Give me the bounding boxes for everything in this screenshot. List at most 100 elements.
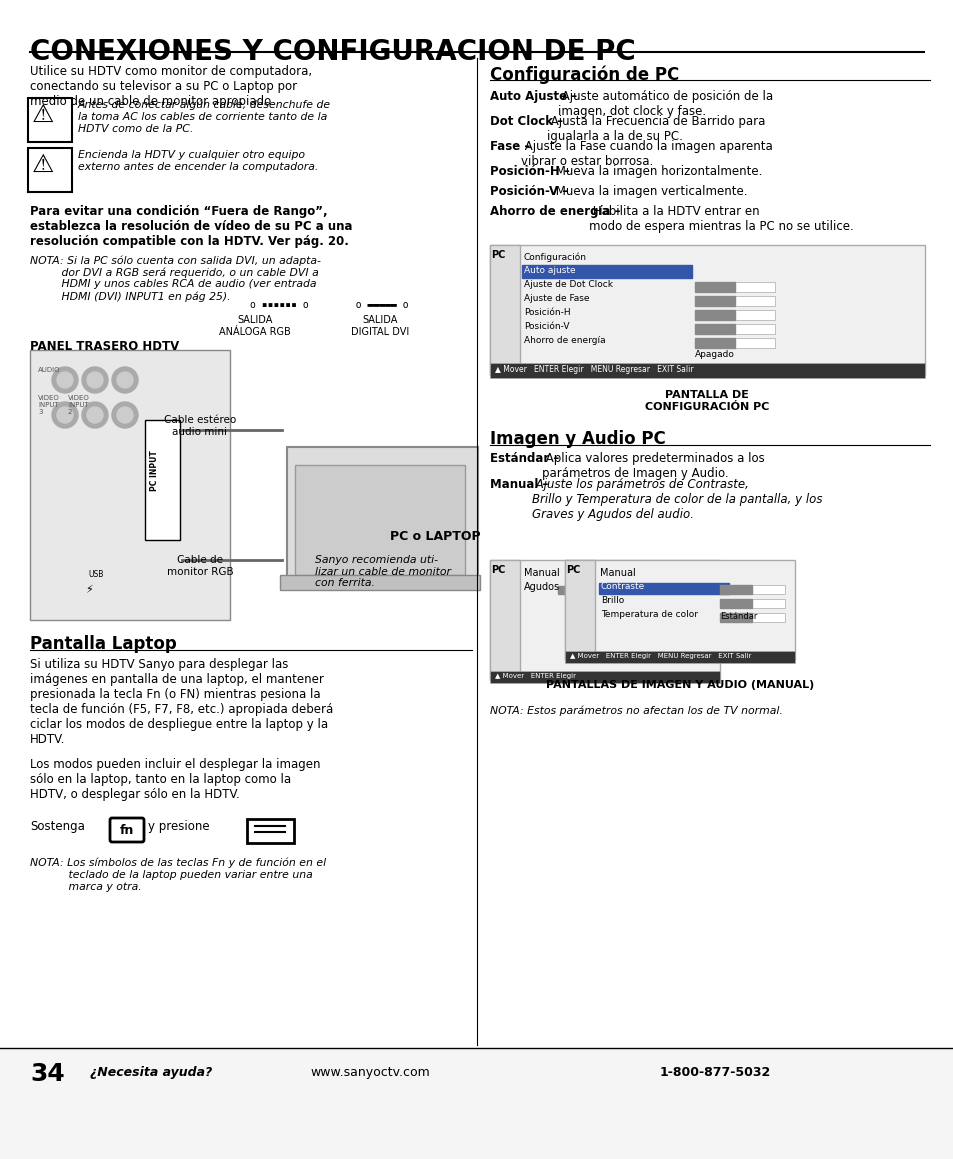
Text: Mueva la imagen verticalmente.: Mueva la imagen verticalmente. — [552, 185, 747, 198]
Bar — [294, 465, 464, 575]
Text: Ajuste de Dot Clock: Ajuste de Dot Clock — [523, 280, 613, 289]
Bar — [695, 282, 774, 292]
Circle shape — [117, 407, 132, 423]
Text: Estándar –: Estándar – — [490, 452, 558, 465]
Circle shape — [112, 367, 138, 393]
Bar — [695, 296, 734, 306]
Text: ▲ Mover   ENTER Elegir   MENU Regresar   EXIT Salir: ▲ Mover ENTER Elegir MENU Regresar EXIT … — [569, 653, 751, 659]
Circle shape — [87, 407, 103, 423]
Bar — [598, 583, 728, 595]
Text: SALIDA
ANÁLOGA RGB: SALIDA ANÁLOGA RGB — [219, 315, 291, 336]
Text: Encienda la HDTV y cualquier otro equipo
externo antes de encender la computador: Encienda la HDTV y cualquier otro equipo… — [78, 150, 318, 172]
Bar — [695, 282, 734, 292]
Text: Mueva la imagen horizontalmente.: Mueva la imagen horizontalmente. — [552, 165, 762, 178]
Text: ▲ Mover   ENTER Elegir: ▲ Mover ENTER Elegir — [495, 673, 576, 679]
Bar — [695, 338, 774, 348]
Circle shape — [82, 402, 108, 428]
Text: Habilita a la HDTV entrar en
modo de espera mientras la PC no se utilice.: Habilita a la HDTV entrar en modo de esp… — [588, 205, 853, 233]
Circle shape — [112, 402, 138, 428]
Bar — [695, 325, 734, 334]
Text: NOTA: Los símbolos de las teclas Fn y de función en el
           teclado de la : NOTA: Los símbolos de las teclas Fn y de… — [30, 858, 326, 891]
Text: Pantalla Laptop: Pantalla Laptop — [30, 635, 176, 653]
Text: Ahorro de energía: Ahorro de energía — [523, 336, 605, 345]
Text: Ajuste de Fase: Ajuste de Fase — [523, 294, 589, 302]
Text: PC: PC — [565, 564, 579, 575]
Circle shape — [82, 367, 108, 393]
Circle shape — [52, 402, 78, 428]
Text: Para evitar una condición “Fuera de Rango”,
establezca la resolución de vídeo de: Para evitar una condición “Fuera de Rang… — [30, 205, 352, 248]
Bar — [490, 245, 519, 376]
Text: Ajuste automático de posición de la
imagen, dot clock y fase.: Ajuste automático de posición de la imag… — [557, 90, 772, 118]
Text: o ▪▪▪▪▪▪ o        o ▬▬▬▬▬ o: o ▪▪▪▪▪▪ o o ▬▬▬▬▬ o — [250, 300, 408, 309]
Bar — [30, 350, 230, 620]
Text: Aplica valores predeterminados a los
parámetros de Imagen y Audio.: Aplica valores predeterminados a los par… — [541, 452, 764, 480]
Text: NOTA: Estos parámetros no afectan los de TV normal.: NOTA: Estos parámetros no afectan los de… — [490, 705, 782, 715]
Bar — [720, 613, 751, 622]
Text: Posición-H: Posición-H — [523, 308, 570, 318]
Text: Posición-V: Posición-V — [523, 322, 569, 331]
Text: PC o LAPTOP: PC o LAPTOP — [390, 530, 480, 544]
Text: Posición-V –: Posición-V – — [490, 185, 568, 198]
Text: Los modos pueden incluir el desplegar la imagen
sólo en la laptop, tanto en la l: Los modos pueden incluir el desplegar la… — [30, 758, 320, 801]
Text: Manual: Manual — [599, 568, 635, 578]
Bar — [695, 296, 774, 306]
Text: Imagen y Audio PC: Imagen y Audio PC — [490, 430, 665, 449]
FancyBboxPatch shape — [28, 148, 71, 192]
Bar — [564, 560, 794, 659]
FancyBboxPatch shape — [287, 447, 477, 583]
Text: Cable estéreo
audio mini: Cable estéreo audio mini — [164, 415, 236, 437]
Text: Brillo: Brillo — [600, 596, 623, 605]
Bar — [564, 560, 595, 659]
Bar — [720, 599, 784, 608]
FancyBboxPatch shape — [28, 99, 71, 143]
Text: NOTA: Si la PC sólo cuenta con salida DVI, un adapta-
         dor DVI a RGB ser: NOTA: Si la PC sólo cuenta con salida DV… — [30, 255, 320, 301]
Circle shape — [117, 372, 132, 388]
Text: Antes de conectar algún cable, desenchufe de
la toma AC los cables de corriente : Antes de conectar algún cable, desenchuf… — [78, 100, 331, 133]
Text: Temperatura de color: Temperatura de color — [600, 610, 698, 619]
Text: y presione: y presione — [148, 821, 210, 833]
Text: ▲ Mover   ENTER Elegir   MENU Regresar   EXIT Salir: ▲ Mover ENTER Elegir MENU Regresar EXIT … — [495, 365, 693, 374]
Text: ⚡: ⚡ — [85, 585, 92, 595]
Circle shape — [57, 407, 73, 423]
Bar — [695, 309, 734, 320]
Text: Auto Ajuste –: Auto Ajuste – — [490, 90, 577, 103]
Text: Ajuste los parámetros de Contraste,
Brillo y Temperatura de color de la pantalla: Ajuste los parámetros de Contraste, Bril… — [531, 478, 821, 522]
Text: Agudos: Agudos — [523, 582, 559, 592]
Bar — [720, 613, 784, 622]
Text: PANTALLAS DE IMAGEN Y AUDIO (MANUAL): PANTALLAS DE IMAGEN Y AUDIO (MANUAL) — [545, 680, 813, 690]
Text: Auto ajuste: Auto ajuste — [523, 267, 575, 275]
Text: 34: 34 — [30, 1062, 65, 1086]
Text: PANTALLA DE
CONFIGURACIÓN PC: PANTALLA DE CONFIGURACIÓN PC — [644, 389, 768, 411]
Text: USB: USB — [88, 570, 103, 580]
Text: Sostenga: Sostenga — [30, 821, 85, 833]
Text: ⚠: ⚠ — [32, 103, 54, 127]
Bar — [564, 651, 794, 663]
Bar — [720, 585, 751, 595]
Bar — [720, 585, 784, 595]
Text: SALIDA
DIGITAL DVI: SALIDA DIGITAL DVI — [351, 315, 409, 336]
Text: Si utiliza su HDTV Sanyo para desplegar las
imágenes en pantalla de una laptop, : Si utiliza su HDTV Sanyo para desplegar … — [30, 658, 333, 746]
Text: Dot Clock –: Dot Clock – — [490, 115, 562, 127]
Text: 1-800-877-5032: 1-800-877-5032 — [659, 1066, 770, 1079]
Bar — [490, 245, 924, 376]
Text: Ahorro de energía –: Ahorro de energía – — [490, 205, 619, 218]
Bar — [558, 586, 618, 595]
FancyBboxPatch shape — [110, 818, 144, 841]
Text: VIDEO
INPUT
3: VIDEO INPUT 3 — [38, 395, 60, 415]
Bar — [490, 363, 924, 378]
Text: Ajusta la Frecuencia de Barrido para
igualarla a la de su PC.: Ajusta la Frecuencia de Barrido para igu… — [547, 115, 764, 143]
Text: Posición-H –: Posición-H – — [490, 165, 569, 178]
Bar — [490, 560, 519, 680]
Circle shape — [57, 372, 73, 388]
Text: fn: fn — [120, 824, 134, 837]
Text: AUDIO: AUDIO — [38, 367, 60, 373]
Text: Estándar: Estándar — [720, 612, 757, 621]
Text: PANEL TRASERO HDTV: PANEL TRASERO HDTV — [30, 340, 179, 353]
Bar — [490, 560, 720, 680]
Text: Configuración de PC: Configuración de PC — [490, 65, 679, 83]
Text: Configuración: Configuración — [523, 252, 586, 262]
Text: PC INPUT: PC INPUT — [150, 450, 159, 490]
Text: ⚠: ⚠ — [32, 153, 54, 177]
Bar — [695, 309, 774, 320]
Text: www.sanyoctv.com: www.sanyoctv.com — [310, 1066, 429, 1079]
